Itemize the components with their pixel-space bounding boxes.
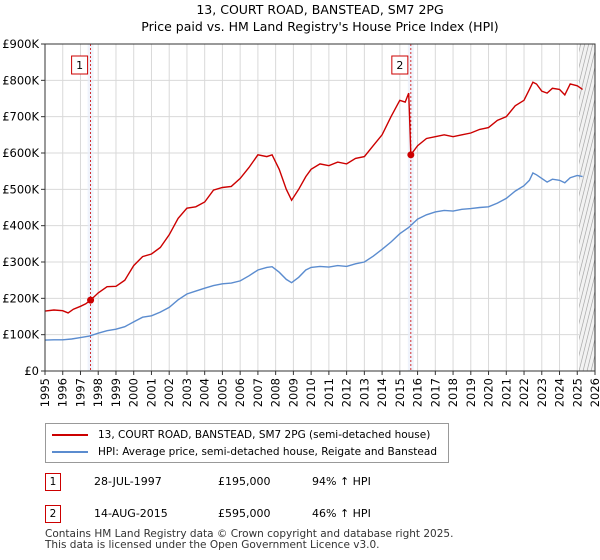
legend-swatch-property [52, 434, 88, 436]
hatch-stripe [579, 65, 596, 133]
sale-label-box [71, 55, 89, 75]
sale-label-box [391, 55, 409, 75]
x-tick-label: 2003 [180, 378, 194, 407]
x-tick-label: 2006 [233, 378, 247, 407]
sale-band [87, 44, 94, 371]
x-tick-label: 2009 [286, 378, 300, 407]
y-tick-label: £200K [2, 291, 39, 305]
hatch-stripe [579, 257, 596, 325]
x-tick-label: 1999 [109, 378, 123, 407]
x-tick-label: 2005 [215, 378, 229, 407]
hatch-stripe [579, 289, 596, 357]
hatch-stripe [579, 81, 596, 149]
sale-label-text: 2 [396, 59, 403, 72]
x-axis: 1995 1996 1997 1998 1999 2000 2001 2002 2003 2004… [38, 371, 600, 407]
y-tick-label: £400K [2, 219, 39, 233]
y-tick-label: £800K [2, 73, 39, 87]
transaction-date: 14-AUG-2015 [94, 507, 168, 520]
hatch-stripe [579, 305, 596, 371]
hatch-stripe [579, 44, 586, 69]
sale-band [407, 44, 414, 371]
y-tick-label: £0 [24, 364, 39, 378]
legend: 13, COURT ROAD, BANSTEAD, SM7 2PG (semi-… [45, 423, 449, 463]
x-tick-label: 2015 [393, 378, 407, 407]
x-tick-label: 2010 [304, 378, 318, 407]
x-tick-label: 2026 [588, 378, 600, 407]
hatch-stripe [579, 273, 596, 341]
x-tick-label: 2019 [464, 378, 478, 407]
legend-label-hpi: HPI: Average price, semi-detached house,… [98, 446, 437, 458]
hatch-stripe [579, 145, 596, 213]
sale-label-text: 1 [76, 59, 83, 72]
x-tick-label: 1995 [38, 378, 52, 407]
x-tick-label: 1996 [56, 378, 70, 407]
x-tick-label: 2024 [553, 378, 567, 407]
transaction-hpi: 46% ↑ HPI [312, 507, 371, 520]
hatch-background [579, 44, 595, 371]
transaction-badge: 1 [45, 473, 61, 491]
transaction-badge: 2 [45, 505, 61, 523]
legend-label-property: 13, COURT ROAD, BANSTEAD, SM7 2PG (semi-… [98, 429, 431, 441]
chart-title: 13, COURT ROAD, BANSTEAD, SM7 2PG [196, 2, 443, 17]
grid-lines [44, 43, 596, 372]
x-tick-label: 2014 [375, 378, 389, 407]
transaction-price: £195,000 [218, 475, 271, 488]
footer: Contains HM Land Registry data © Crown c… [45, 529, 585, 551]
footer-copyright: Contains HM Land Registry data © Crown c… [45, 528, 454, 540]
x-tick-label: 2017 [428, 378, 442, 407]
x-tick-label: 2013 [357, 378, 371, 407]
sale-point [87, 296, 95, 304]
x-tick-label: 2002 [162, 378, 176, 407]
x-tick-label: 2011 [322, 378, 336, 407]
forecast-hatch [579, 44, 596, 371]
y-tick-label: £300K [2, 255, 39, 269]
x-tick-label: 2018 [446, 378, 460, 407]
sale-date-lines [87, 44, 414, 371]
legend-swatch-hpi [52, 451, 88, 453]
x-tick-label: 2012 [340, 378, 354, 407]
x-tick-label: 2007 [251, 378, 265, 407]
x-tick-label: 2000 [127, 378, 141, 407]
x-tick-label: 2021 [499, 378, 513, 407]
property-price-line [44, 81, 583, 314]
series-lines [44, 81, 583, 341]
x-tick-label: 2025 [570, 378, 584, 407]
hatch-stripe [594, 369, 596, 371]
hatch-stripe [579, 44, 594, 101]
hatch-stripe [579, 44, 582, 53]
hatch-stripe [579, 193, 596, 261]
plot-frame [44, 43, 596, 372]
transaction-hpi: 94% ↑ HPI [312, 475, 371, 488]
x-tick-label: 2022 [517, 378, 531, 407]
chart-subtitle: Price paid vs. HM Land Registry's House … [141, 19, 498, 34]
x-tick-label: 2001 [144, 378, 158, 407]
y-tick-label: £100K [2, 328, 39, 342]
transaction-price: £595,000 [218, 507, 271, 520]
hatch-stripe [579, 161, 596, 229]
x-tick-label: 1997 [73, 378, 87, 407]
y-tick-label: £700K [2, 110, 39, 124]
y-axis: £0 £100K £200K £300K £400K £500K £600K £700K £80… [2, 37, 45, 378]
hpi-line [44, 172, 583, 341]
hatch-stripe [579, 49, 596, 117]
sale-point [407, 151, 415, 159]
price-chart: 13, COURT ROAD, BANSTEAD, SM7 2PG Price … [2, 2, 600, 407]
x-tick-label: 2004 [198, 378, 212, 407]
transaction-date: 28-JUL-1997 [94, 475, 162, 488]
y-tick-label: £600K [2, 146, 39, 160]
x-tick-label: 2008 [269, 378, 283, 407]
x-tick-label: 2016 [411, 378, 425, 407]
x-tick-label: 2020 [482, 378, 496, 407]
y-tick-label: £900K [2, 37, 39, 51]
sale-points [87, 151, 415, 304]
hatch-stripe [579, 177, 596, 245]
x-tick-label: 2023 [535, 378, 549, 407]
footer-licence: This data is licensed under the Open Gov… [45, 539, 380, 551]
x-tick-label: 1998 [91, 378, 105, 407]
y-tick-label: £500K [2, 182, 39, 196]
